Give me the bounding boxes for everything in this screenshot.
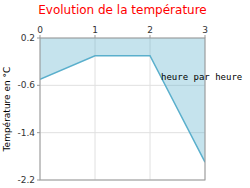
area bbox=[40, 38, 205, 162]
tick-label: -0.6 bbox=[17, 80, 35, 90]
plot-area bbox=[40, 38, 205, 162]
tick bbox=[37, 180, 40, 181]
tick bbox=[150, 35, 151, 38]
tick-label: -1.4 bbox=[17, 128, 35, 138]
axis-label: Température en °C bbox=[2, 67, 12, 153]
tick bbox=[40, 35, 41, 38]
tick-label: 0.2 bbox=[21, 33, 35, 43]
tick-label: 1 bbox=[92, 25, 98, 35]
chart: 0.2 -0.6 -1.4 -2.2 0 1 2 3 Evolution de la tempé… bbox=[0, 0, 250, 188]
plot-background bbox=[40, 38, 205, 180]
grid-line bbox=[40, 132, 205, 133]
title: Evolution de la température bbox=[38, 3, 207, 17]
tick bbox=[37, 85, 40, 86]
tick bbox=[95, 35, 96, 38]
tick-label: 0 bbox=[37, 25, 43, 35]
plot-frame bbox=[40, 38, 205, 180]
annotation: heure par heure bbox=[161, 72, 242, 82]
chart-container: 0.2 -0.6 -1.4 -2.2 0 1 2 3 Evolution de la tempé… bbox=[0, 0, 250, 188]
grid-line bbox=[95, 38, 96, 180]
tick-label: 2 bbox=[147, 25, 153, 35]
tick-label: 3 bbox=[202, 25, 208, 35]
grid-line bbox=[150, 38, 151, 180]
tick bbox=[37, 132, 40, 133]
tick-label: -2.2 bbox=[17, 175, 35, 185]
tick bbox=[205, 35, 206, 38]
